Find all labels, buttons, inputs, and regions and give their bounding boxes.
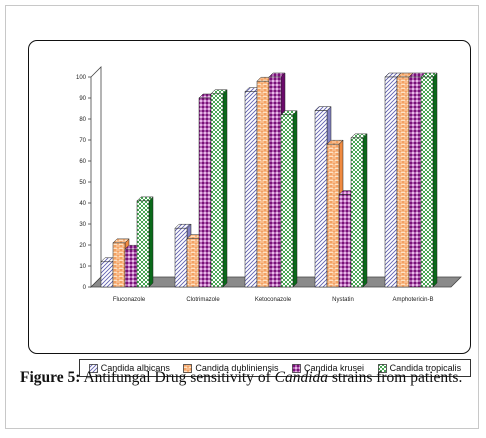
y-tick-label: 80 [79, 117, 86, 123]
y-tick-label: 70 [79, 138, 86, 144]
legend-item: Candida tropicalis [377, 363, 462, 373]
x-tick-label: Fluconazole [113, 297, 146, 303]
bar [210, 89, 228, 288]
legend-label: Candida dubliniensis [195, 363, 279, 373]
x-tick-label: Clotrimazole [186, 297, 220, 303]
bar-chart: 0 10 20 30 40 50 60 70 80 90 100 Fluconazole Clotrim… [76, 66, 462, 303]
chart-legend: Candida albicans Candida dubliniensis Cand… [79, 359, 471, 377]
caption-italic-text: Candida [274, 369, 329, 386]
y-tick-label: 40 [79, 201, 86, 207]
legend-item: Candida albicans [88, 363, 170, 373]
y-tick-label: 50 [79, 180, 86, 186]
y-tick-label: 30 [79, 222, 86, 228]
legend-item: Candida dubliniensis [183, 363, 278, 373]
figure-frame: 0 10 20 30 40 50 60 70 80 90 100 Fluconazole Clotrim… [5, 5, 479, 429]
legend-swatch [292, 363, 301, 373]
legend-swatch [183, 363, 193, 373]
bar [350, 133, 368, 288]
bar [280, 110, 298, 288]
y-tick-label: 100 [76, 75, 87, 81]
bar [136, 196, 154, 288]
x-tick-label: Ketoconazole [255, 297, 292, 303]
legend-label: Candida albicans [100, 363, 170, 373]
legend-label: Candida tropicalis [389, 363, 462, 373]
y-tick-label: 0 [83, 285, 87, 291]
legend-label: Candida krusei [304, 363, 365, 373]
y-tick-label: 60 [79, 159, 86, 165]
y-tick-label: 90 [79, 96, 86, 102]
caption-text-end: strains from patients. [331, 369, 463, 386]
caption-label: Figure 5: [20, 369, 81, 386]
bar [420, 72, 438, 288]
x-tick-label: Nystatin [332, 297, 354, 303]
y-tick-label: 10 [79, 264, 86, 270]
legend-swatch [377, 363, 387, 373]
x-tick-label: Amphotericin-B [392, 297, 433, 303]
chart-box: 0 10 20 30 40 50 60 70 80 90 100 Fluconazole Clotrim… [28, 40, 471, 377]
legend-swatch [88, 363, 98, 373]
caption-text: Antifungal Drug sensitivity of [83, 369, 271, 386]
y-tick-label: 20 [79, 243, 86, 249]
legend-item: Candida krusei [292, 363, 364, 373]
figure-caption: Figure 5: Antifungal Drug sensitivity of… [20, 368, 478, 388]
y-axis-wall [90, 66, 102, 288]
